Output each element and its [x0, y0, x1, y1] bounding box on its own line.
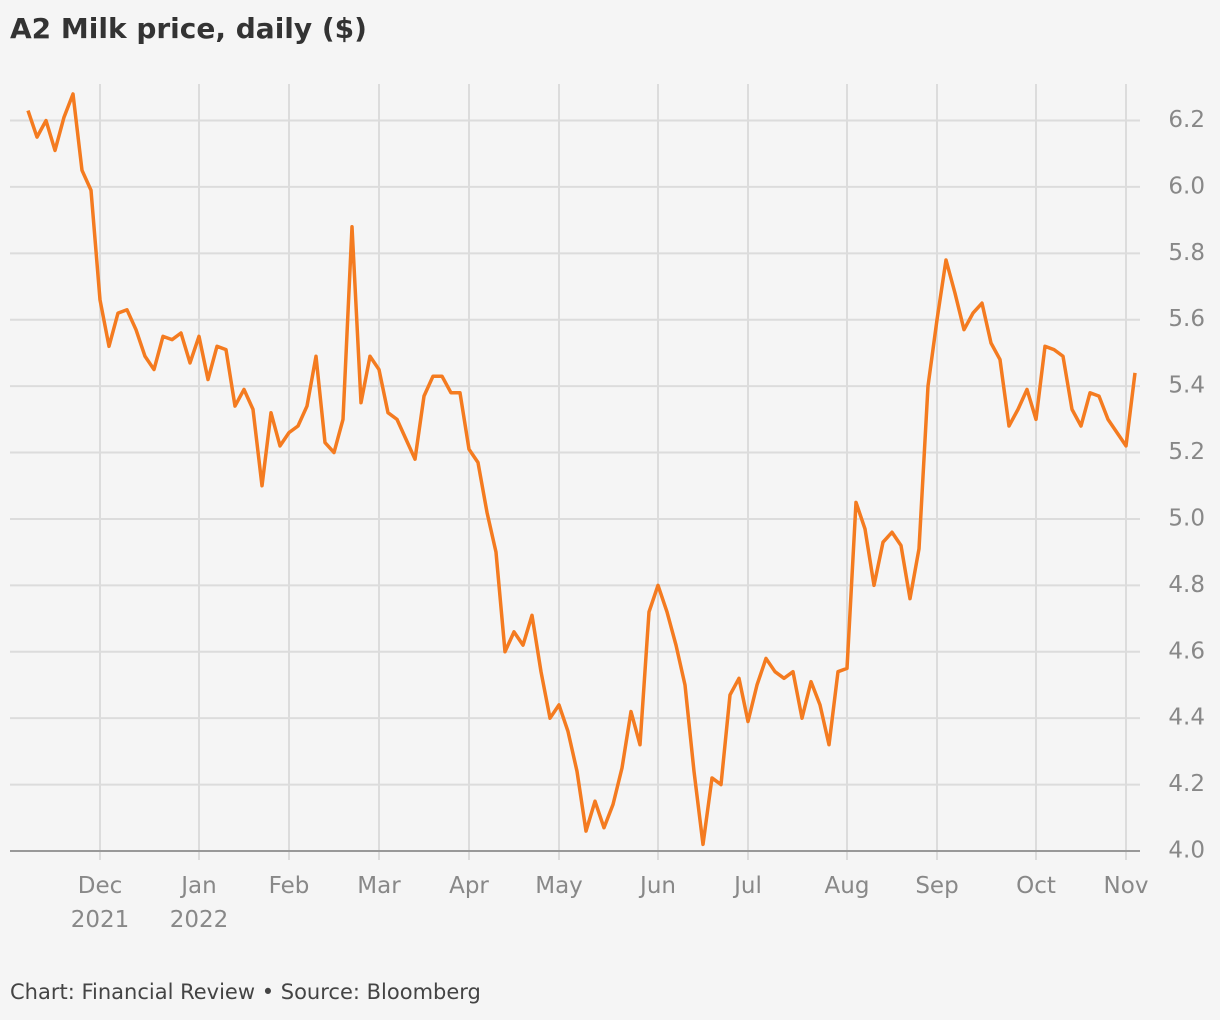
- y-tick-label: 6.0: [1168, 173, 1205, 199]
- x-tick-label: Apr: [449, 873, 489, 899]
- y-tick-label: 5.4: [1168, 373, 1205, 399]
- x-tick-label: Feb: [268, 873, 310, 899]
- price-line: [26, 92, 1137, 847]
- x-tick-label: Oct: [1016, 873, 1056, 899]
- x-tick-label: Jun: [640, 873, 676, 899]
- x-tick-label: Jan 2022: [169, 873, 229, 933]
- chart-title: A2 Milk price, daily ($): [10, 12, 367, 45]
- y-tick-label: 5.6: [1168, 306, 1205, 332]
- x-tick-label: Mar: [357, 873, 401, 899]
- x-tick-label: Jul: [734, 873, 762, 899]
- x-tick-label: Aug: [824, 873, 870, 899]
- y-tick-label: 5.2: [1168, 439, 1205, 465]
- y-tick-label: 5.0: [1168, 505, 1205, 531]
- y-tick-label: 6.2: [1168, 107, 1205, 133]
- y-tick-label: 4.8: [1168, 572, 1205, 598]
- x-tick-label: May: [535, 873, 583, 899]
- x-tick-label: Dec 2021: [70, 873, 130, 933]
- x-tick-label: Sep: [915, 873, 959, 899]
- y-tick-label: 4.2: [1168, 771, 1205, 797]
- y-tick-label: 4.6: [1168, 638, 1205, 664]
- y-tick-label: 4.4: [1168, 705, 1205, 731]
- y-tick-label: 4.0: [1168, 838, 1205, 864]
- source-note: Chart: Financial Review • Source: Bloomb…: [10, 980, 481, 1004]
- x-tick-label: Nov: [1103, 873, 1149, 899]
- y-tick-label: 5.8: [1168, 240, 1205, 266]
